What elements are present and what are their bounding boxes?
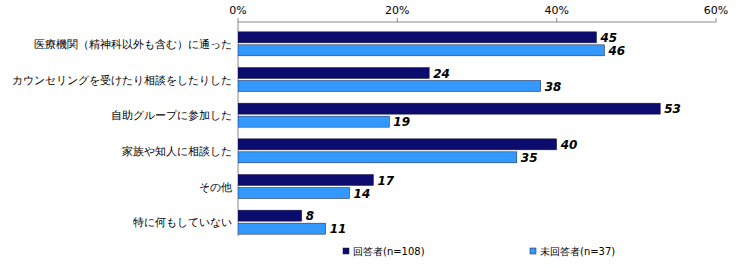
data-label: 38	[545, 80, 562, 94]
category-label: 自助グループに参加した	[111, 109, 232, 122]
data-labels: 4546 24 38 53 19 40 35 17 14 8 11	[306, 31, 681, 236]
bar	[238, 32, 597, 43]
data-label: 14	[354, 187, 371, 201]
bar	[238, 45, 604, 56]
legend-swatch	[530, 248, 536, 254]
category-label: 特に何もしていない	[133, 216, 232, 229]
bar	[238, 68, 429, 79]
legend-swatch	[343, 248, 349, 254]
chart: 0% 20% 40% 60% 4546 24 38 53 19 40 35 17 14 8 11 医療機関（精…	[0, 0, 736, 268]
legend: 回答者(n=108) 未回答者(n=37)	[343, 246, 615, 257]
bar	[238, 152, 517, 163]
category-label: その他	[199, 181, 232, 194]
bar	[238, 210, 302, 221]
legend-label: 回答者(n=108)	[353, 246, 425, 257]
x-tick	[556, 18, 557, 22]
category-label: 家族や知人に相談した	[122, 145, 232, 158]
bar	[238, 188, 350, 199]
bar	[238, 139, 557, 150]
x-tick-label: 60%	[704, 4, 728, 17]
data-label: 11	[330, 222, 347, 236]
data-label: 53	[664, 102, 681, 116]
x-tick-label: 40%	[544, 4, 568, 17]
data-label: 8	[306, 209, 314, 223]
legend-label: 未回答者(n=37)	[540, 246, 615, 257]
data-label: 46	[607, 44, 625, 58]
data-label: 35	[521, 151, 538, 165]
x-tick-label: 0%	[229, 4, 246, 17]
bars	[238, 32, 660, 234]
bar	[238, 103, 660, 114]
bar	[238, 116, 389, 127]
bar	[238, 223, 326, 234]
x-tick	[238, 18, 239, 22]
bar	[238, 81, 541, 92]
data-label: 19	[393, 115, 410, 129]
data-label: 17	[377, 174, 394, 188]
data-label: 24	[433, 67, 450, 81]
bar	[238, 175, 373, 186]
x-axis	[238, 22, 716, 23]
category-label: 医療機関（精神科以外も含む）に通った	[34, 38, 232, 51]
data-label: 45	[600, 31, 618, 45]
x-tick	[716, 18, 717, 22]
data-label: 40	[560, 138, 578, 152]
x-tick	[397, 18, 398, 22]
category-label: カウンセリングを受けたり相談をしたりした	[12, 74, 232, 87]
x-tick-label: 20%	[385, 4, 409, 17]
